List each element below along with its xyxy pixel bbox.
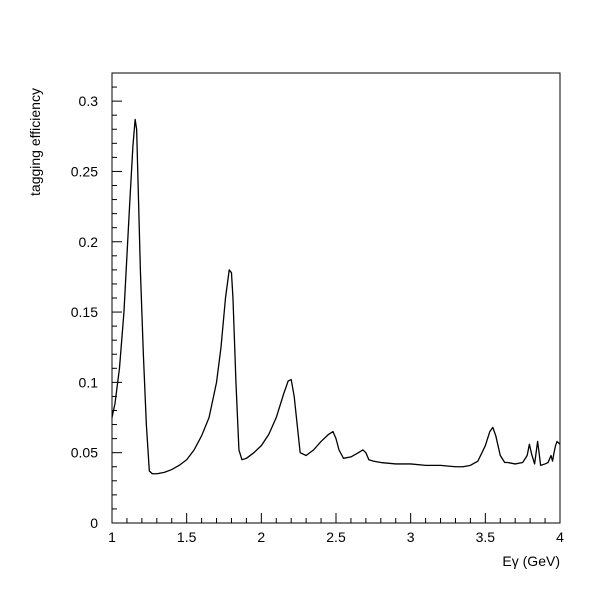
y-axis-label: tagging efficiency — [27, 88, 43, 196]
x-axis-tick-labels: 1 1.5 2 2.5 3 3.5 4 — [108, 529, 564, 545]
plot-frame — [111, 72, 561, 524]
x-tick-label: 1 — [108, 529, 116, 545]
x-axis-ticks — [111, 513, 561, 523]
y-axis-tick-labels: 0 0.05 0.1 0.15 0.2 0.25 0.3 — [71, 93, 98, 531]
y-tick-label: 0.2 — [79, 234, 99, 250]
x-tick-label: 1.5 — [177, 529, 197, 545]
x-tick-label: 2.5 — [326, 529, 346, 545]
y-tick-label: 0.1 — [79, 374, 99, 390]
y-tick-label: 0.05 — [71, 445, 98, 461]
y-axis-ticks — [112, 72, 122, 524]
x-tick-label: 2 — [257, 529, 265, 545]
x-tick-label: 4 — [556, 529, 564, 545]
y-tick-label: 0 — [90, 515, 98, 531]
y-tick-label: 0.25 — [71, 163, 98, 179]
series-line — [111, 118, 561, 475]
y-tick-label: 0.15 — [71, 304, 98, 320]
x-axis-label: Eγ (GeV) — [502, 553, 560, 569]
x-tick-label: 3.5 — [476, 529, 496, 545]
x-tick-label: 3 — [407, 529, 415, 545]
y-tick-label: 0.3 — [79, 93, 99, 109]
